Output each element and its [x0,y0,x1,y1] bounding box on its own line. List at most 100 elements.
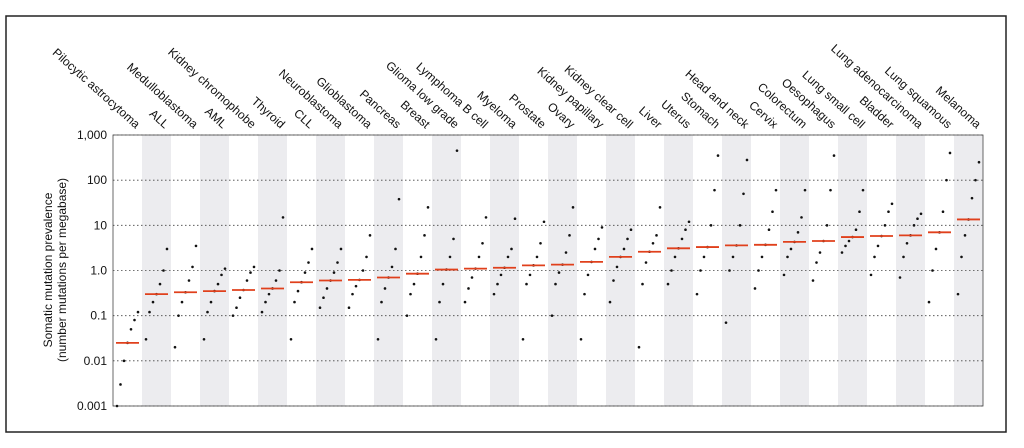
sample-dot [151,300,155,304]
y-axis-subtitle: (number mutations per megabase) [55,178,69,362]
sample-dot [481,242,484,245]
sample-dot [593,247,597,251]
sample-dot [339,247,343,251]
sample-dot [419,255,423,259]
sample-dot [260,310,264,314]
sample-dot [974,178,977,182]
sample-dot [767,228,771,232]
sample-dot [496,282,499,286]
sample-dot [626,237,629,241]
sample-dot [206,310,209,314]
sample-dot [426,206,430,209]
sample-dot [738,224,742,227]
sample-dot [165,247,169,251]
sample-dot [956,292,960,296]
sample-dot [637,345,641,349]
sample-dot [322,296,325,299]
sample-dot [564,251,568,254]
sample-dot [927,300,931,304]
sample-dot [684,228,687,232]
sample-dot [815,261,818,264]
sample-dot [477,255,481,259]
sample-dot [368,234,372,237]
sample-dot [731,255,735,259]
sample-dot [818,251,822,254]
sample-dot [825,224,829,227]
sample-dot [745,158,749,162]
sample-dot [194,244,198,248]
sample-dot [452,237,455,241]
sample-dot [252,265,256,269]
sample-dot [597,237,600,241]
sample-dot [571,206,575,209]
sample-dot [724,321,728,324]
plot-border [112,134,984,407]
sample-dot [129,327,133,331]
sample-dot [267,292,271,296]
sample-dot [753,287,757,290]
frame [5,15,1007,433]
y-tick-label: 1.0 [90,264,107,278]
sample-dot [278,269,281,272]
y-axis-title: Somatic mutation prevalence [41,192,55,347]
y-tick-label: 0.01 [84,354,108,368]
y-tick-label: 1,000 [77,128,107,142]
sample-dot [782,273,786,277]
sample-dot [651,242,655,245]
sample-dot [887,210,890,214]
sample-dot [641,282,644,286]
sample-dot [655,234,658,237]
sample-dot [713,188,716,192]
sample-dot [840,251,844,254]
sample-dot [177,314,180,317]
sample-dot [492,292,496,296]
sample-dot [760,255,764,259]
sample-dot [702,255,706,259]
sample-dot [202,337,206,341]
sample-dot [521,337,525,341]
sample-dot [934,247,938,251]
sample-dot [136,310,140,314]
sample-dot [557,271,561,274]
sample-dot [673,255,677,259]
sample-dot [397,197,401,201]
sample-dot [499,273,503,277]
sample-dot [873,255,876,259]
sample-dot [231,314,235,317]
sample-dot [347,306,351,310]
sample-dot [303,271,307,274]
sample-dot [506,255,510,259]
sample-dot [829,188,832,192]
sample-dot [644,261,648,264]
sample-dot [289,337,293,341]
sample-dot [409,292,412,296]
sample-dot [158,282,162,286]
sample-dot [405,314,409,317]
sample-dot [905,242,909,245]
sample-dot [687,220,691,224]
sample-dot [789,247,793,251]
sample-dot [383,287,387,290]
sample-dot [728,269,731,272]
sample-dot [394,247,397,251]
sample-dot [361,269,365,272]
sample-dot [699,269,702,272]
sample-dot [510,247,513,251]
sample-dot [390,265,394,269]
sample-dot [919,212,923,216]
sample-dot [463,300,467,304]
bands [142,135,983,406]
sample-dot [209,300,213,304]
sample-dot [281,216,285,219]
sample-dot [173,345,177,349]
sample-dot [716,154,720,157]
sample-dot [249,271,252,274]
sample-dot [318,306,322,310]
sample-dot [162,269,165,272]
sample-dot [680,237,684,241]
category-label: Thyroid [249,94,288,131]
sample-dot [376,337,380,341]
sample-dot [525,282,528,286]
sample-dot [858,210,861,214]
